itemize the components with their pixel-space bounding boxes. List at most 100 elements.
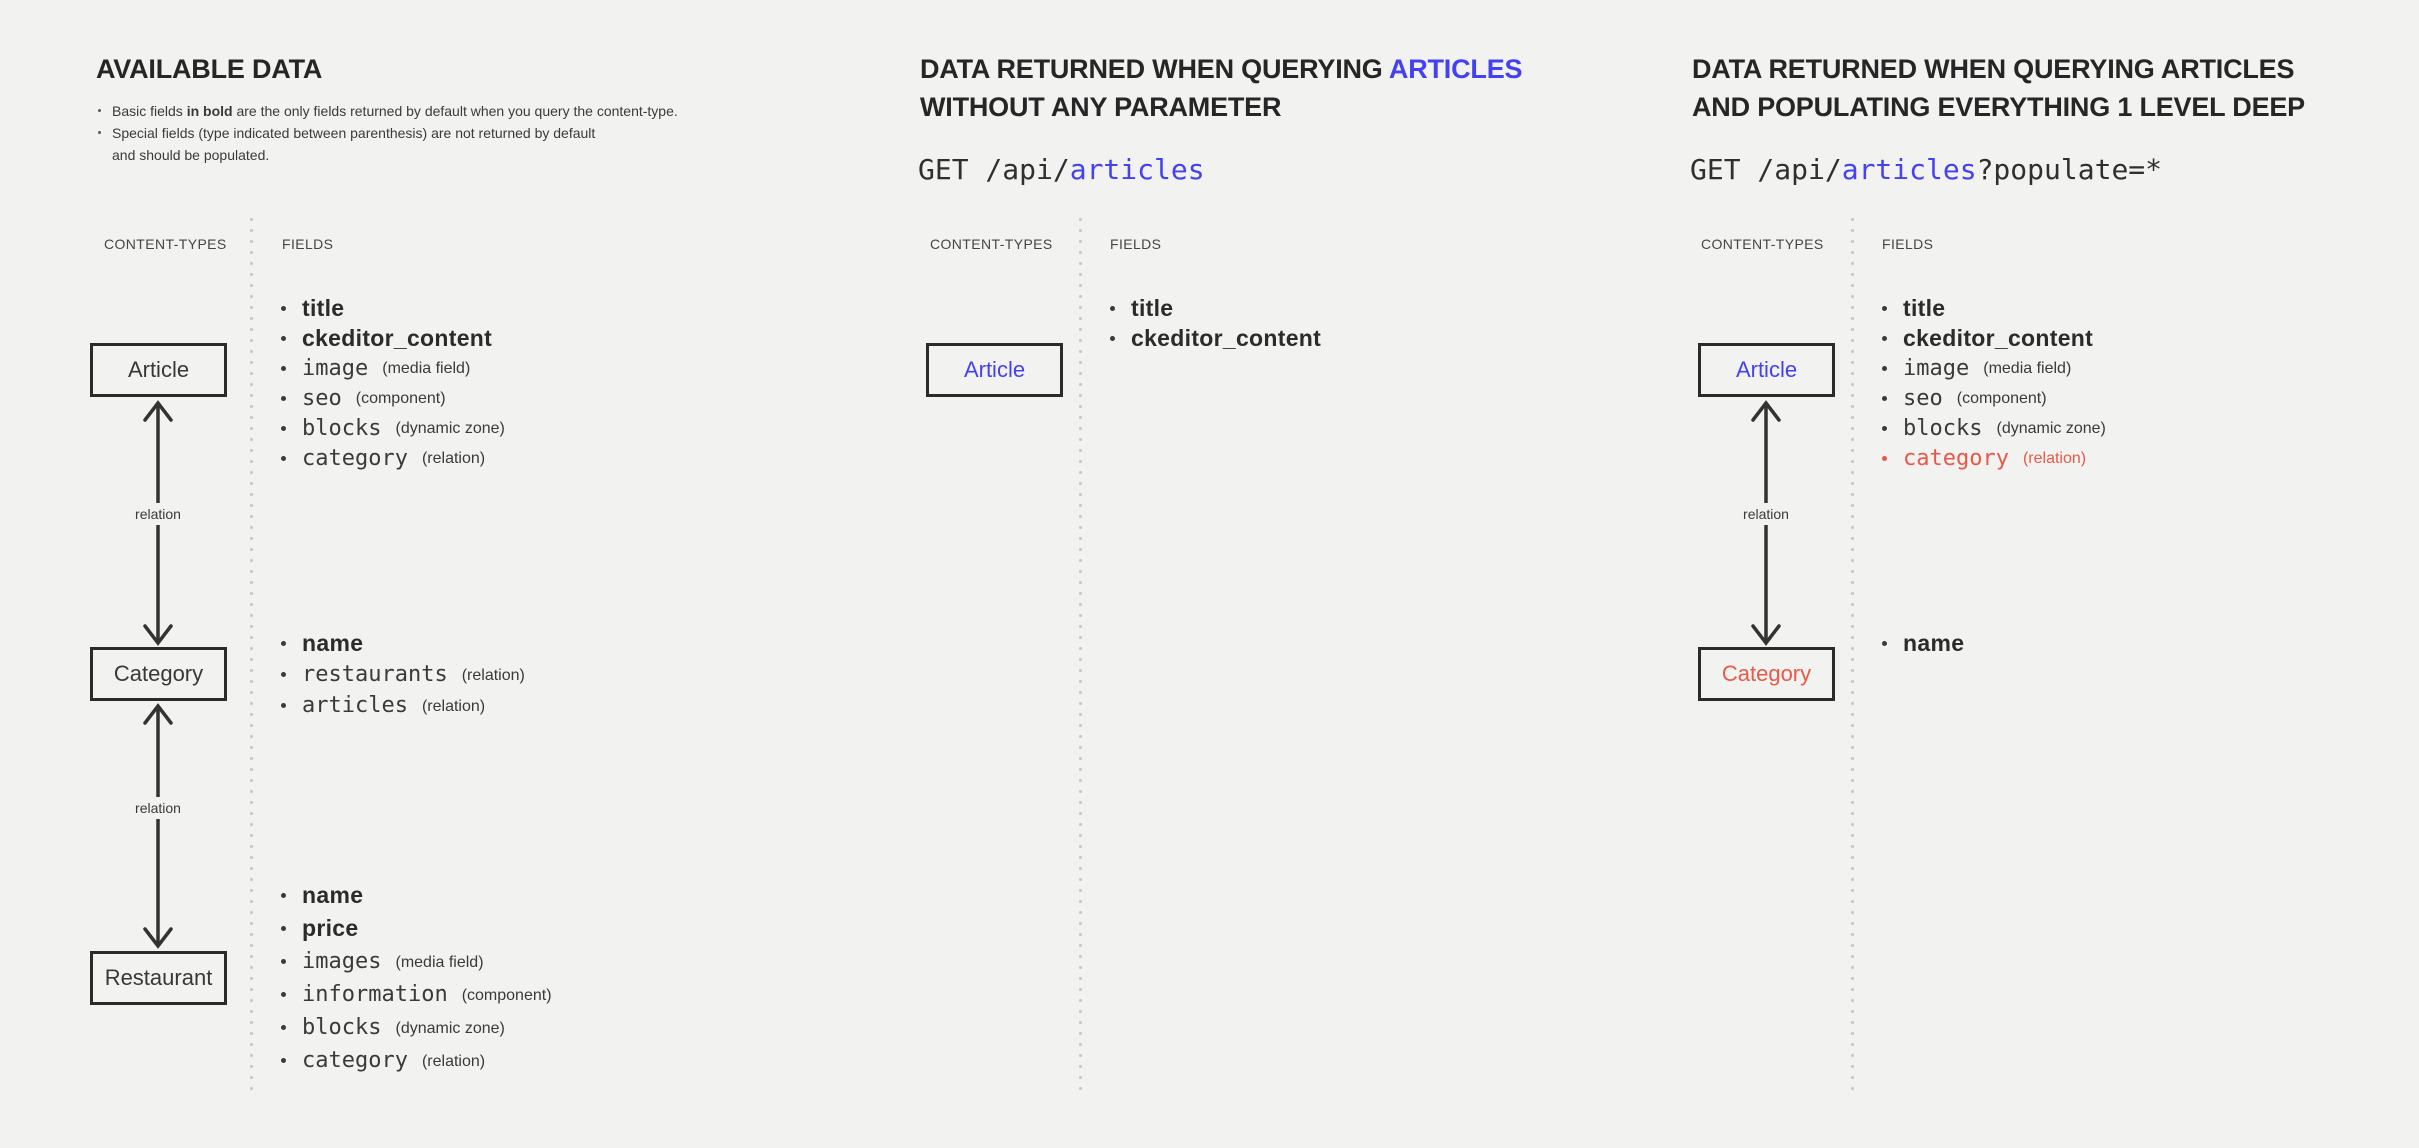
bullet-icon [281,641,286,646]
bullet-icon [281,992,286,997]
field-type: (relation) [421,1052,486,1070]
box-label: Category [1721,661,1812,686]
text-part: Basic fields [112,103,187,119]
bullet-icon [1110,305,1115,311]
field-name: blocks [302,415,382,441]
content-type-box-category: Category [1698,647,1835,701]
field-name: name [1903,630,1965,656]
content-types-label: CONTENT-TYPES [104,236,227,252]
field-type: (dynamic zone) [1996,420,2106,437]
field-item: name [276,879,552,912]
bullet-icon [281,335,286,341]
content-type-box-article: Article [90,343,227,397]
relation-label: relation [1738,503,1794,525]
field-type: (dynamic zone) [395,420,505,437]
box-label: Restaurant [104,965,213,990]
field-item: restaurants (relation) [276,659,525,690]
field-name: articles [302,693,408,718]
box-label: Article [1735,357,1798,382]
field-item: image (media field) [1877,353,2106,383]
note-item: and should be populated. [96,144,678,166]
field-name: images [302,949,382,974]
field-item: title [1877,293,2106,323]
field-type: (relation) [461,666,525,684]
field-name: name [302,882,364,908]
bullet-icon [1882,335,1887,341]
text-part: ARTICLES [1388,54,1523,84]
bullet-icon [1882,395,1887,401]
field-name: title [302,294,345,321]
bullet-icon [1882,365,1887,371]
dotted-divider [1079,214,1082,1095]
bullet-icon [96,100,112,122]
field-name: ckeditor_content [302,324,493,351]
field-name: blocks [302,1015,382,1040]
field-item: blocks (dynamic zone) [276,413,505,443]
note-item: Basic fields in bold are the only fields… [96,100,678,122]
field-name: ckeditor_content [1131,324,1322,351]
field-name: restaurants [302,662,448,687]
field-item: seo (component) [1877,383,2106,413]
text-part: and should be populated. [112,147,270,163]
content-type-box-category: Category [90,647,227,701]
field-type: (media field) [1983,360,2072,377]
field-item: blocks (dynamic zone) [1877,413,2106,443]
bullet-icon [281,959,286,964]
get-request: GET /api/articles [918,153,1205,186]
field-item: information (component) [276,978,552,1011]
content-types-label: CONTENT-TYPES [1701,236,1824,252]
field-type: (media field) [382,360,471,377]
bullet-icon [281,425,286,431]
bullet-icon [1882,641,1887,646]
title-line2: AND POPULATING EVERYTHING 1 LEVEL DEEP [1692,92,2305,122]
box-label: Category [113,661,204,686]
field-name: blocks [1903,415,1983,441]
field-name: information [302,982,448,1007]
available-data-notes: Basic fields in bold are the only fields… [96,100,678,166]
bullet-icon [281,1058,286,1063]
bullet-icon [281,1025,286,1030]
bullet-icon [1882,455,1887,461]
field-item: name [1877,628,1964,659]
dotted-divider [1851,214,1854,1095]
text-part: DATA RETURNED WHEN QUERYING [920,54,1389,84]
category-fields-list: name [1877,628,1964,659]
field-item: images (media field) [276,945,552,978]
dotted-divider [250,214,253,1095]
field-type: (relation) [421,697,486,715]
field-name: category [302,1048,408,1073]
article-fields-list: title ckeditor_content [1105,293,1321,353]
content-type-box-article: Article [926,343,1063,397]
text-part: articles [1069,153,1205,186]
field-item: title [276,293,505,323]
text-part: in bold [186,103,233,119]
bullet-icon [281,703,286,708]
field-name: seo [302,385,342,411]
bullet-icon [281,455,286,461]
text-part: GET /api/ [1690,153,1842,186]
bullet-spacer [96,144,112,166]
fields-label: FIELDS [1110,236,1162,252]
title-line1: DATA RETURNED WHEN QUERYING ARTICLES [1692,54,2295,84]
fields-label: FIELDS [1882,236,1934,252]
field-name: title [1131,294,1174,321]
field-name: image [1903,355,1970,381]
title-line2: WITHOUT ANY PARAMETER [920,92,1282,122]
text-part: are the only fields returned by default … [232,103,678,119]
field-type: (component) [461,986,552,1004]
field-type: (relation) [2022,450,2087,467]
field-name: category [302,445,408,471]
field-type: (dynamic zone) [395,1019,505,1037]
bullet-icon [281,395,286,401]
available-data-title: AVAILABLE DATA [96,54,323,84]
populate-title: DATA RETURNED WHEN QUERYING ARTICLES AND… [1692,50,2305,126]
bullet-icon [281,926,286,931]
bullet-icon [281,672,286,677]
field-item: blocks (dynamic zone) [276,1011,552,1044]
no-param-title: DATA RETURNED WHEN QUERYING ARTICLES WIT… [920,50,1523,126]
content-type-box-restaurant: Restaurant [90,951,227,1005]
field-name: ckeditor_content [1903,324,2094,351]
field-name: price [302,915,359,941]
field-name: image [302,355,369,381]
